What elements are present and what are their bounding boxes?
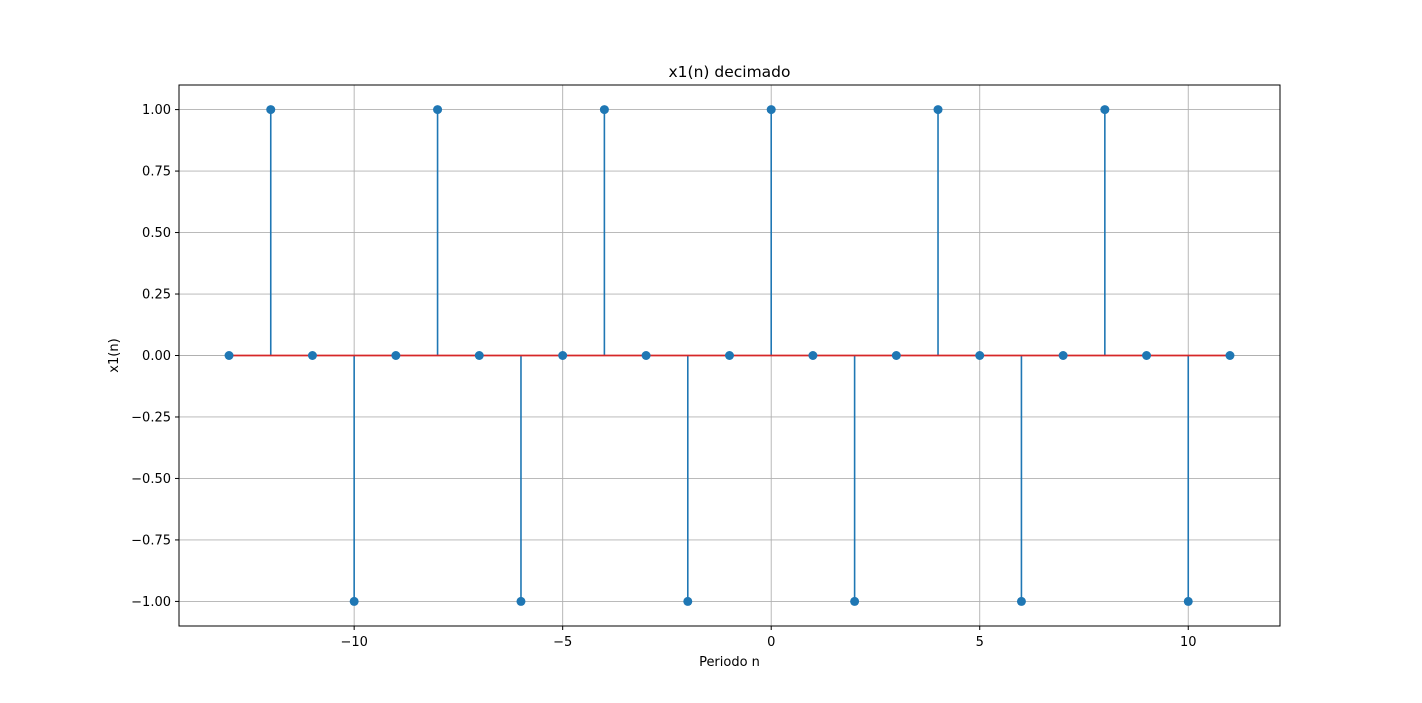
y-tick-label: 0.25 [142,288,171,303]
stem-marker [1183,596,1193,606]
stem-marker [1016,596,1026,606]
stem-marker [1142,351,1152,360]
stem-marker [433,105,443,115]
stem-marker [599,105,609,115]
stem-marker [808,351,818,360]
stem-marker [1058,351,1068,360]
y-axis-label: x1(n) [107,338,122,372]
y-tick-label: 0.50 [142,226,171,241]
x-tick-label: 10 [1180,635,1197,650]
stem-marker [891,351,901,360]
stem-marker [766,105,776,115]
stem-marker [558,351,568,360]
stem-marker [641,351,651,360]
x-axis-label: Periodo n [699,655,760,670]
y-tick-label: 0.00 [142,349,171,364]
stem-marker [474,351,484,360]
stem-marker [975,351,985,360]
stem-marker [349,596,359,606]
y-tick-label: −0.25 [131,410,171,425]
y-tick-label: 0.75 [142,165,171,180]
y-tick-label: −0.50 [131,472,171,487]
y-tick-label: 1.00 [142,103,171,118]
x-tick-label: −10 [340,635,367,650]
marker-layer [224,105,1235,606]
chart-title: x1(n) decimado [668,63,790,81]
stem-marker [1225,351,1235,360]
stem-marker [224,351,234,360]
stem-marker [933,105,943,115]
y-tick-label: −0.75 [131,533,171,548]
stem-marker [725,351,734,360]
stem-marker [391,351,401,360]
stem-marker [307,351,317,360]
y-tick-label: −1.00 [131,595,171,610]
tick-layer: −10 −5 0 5 10 1.00 0.75 0.50 0.25 0.00 −0.25 −0.50 −… [131,103,1196,650]
x-tick-label: 5 [976,635,984,650]
x-tick-label: −5 [553,635,572,650]
stem-marker [850,596,860,606]
stem-layer [269,109,1190,602]
stem-marker [1100,105,1110,115]
stem-marker [516,596,526,606]
stem-marker [266,105,276,115]
stem-marker [683,596,693,606]
x-tick-label: 0 [767,635,775,650]
